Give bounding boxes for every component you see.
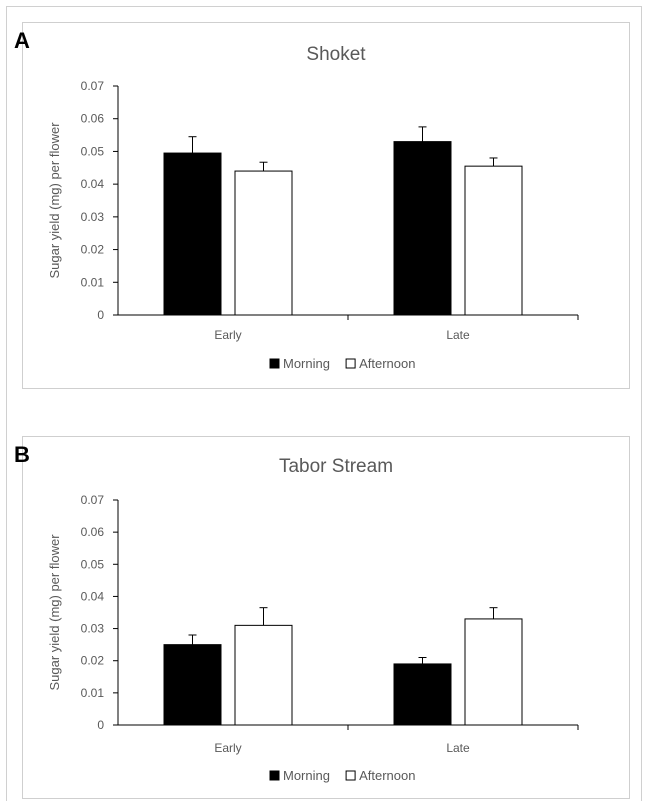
- legend-label-morning: Morning: [283, 356, 330, 371]
- x-tick-label: Early: [214, 741, 241, 755]
- y-tick-label: 0.02: [81, 243, 105, 257]
- y-tick-label: 0.01: [81, 275, 105, 289]
- y-tick-label: 0: [97, 308, 104, 322]
- y-tick-label: 0.05: [81, 557, 105, 571]
- legend-swatch-morning: [269, 358, 280, 369]
- y-tick-label: 0.04: [81, 589, 105, 603]
- figure-frame: [6, 6, 642, 801]
- x-tick-label: Late: [446, 328, 470, 342]
- y-tick-label: 0.03: [81, 622, 105, 636]
- legend-swatch-afternoon: [345, 770, 356, 781]
- y-tick-label: 0.07: [81, 493, 105, 507]
- panel-a-chart: Shoket 0 0.01 0.02 0.03 0.04 0.05 0.06 0.07 Sugar…: [47, 44, 579, 371]
- bar-morning-late: [393, 663, 452, 726]
- x-tick-label: Late: [446, 741, 470, 755]
- bar-afternoon-late: [464, 165, 523, 316]
- bar-morning-early: [163, 152, 222, 316]
- y-tick-label: 0.07: [81, 79, 105, 93]
- y-tick-label: 0.02: [81, 654, 105, 668]
- y-tick-label: 0.03: [81, 210, 105, 224]
- chart-title: Tabor Stream: [279, 456, 393, 477]
- chart-title: Shoket: [306, 44, 366, 65]
- x-tick-label: Early: [214, 328, 241, 342]
- panel-a-letter: A: [14, 28, 30, 53]
- bar-morning-late: [393, 141, 452, 316]
- y-tick-label: 0: [97, 718, 104, 732]
- y-tick-label: 0.01: [81, 686, 105, 700]
- bar-morning-early: [163, 644, 222, 726]
- legend-swatch-afternoon: [345, 358, 356, 369]
- legend-label-afternoon: Afternoon: [359, 768, 415, 783]
- panel-b-chart: Tabor Stream 0 0.01 0.02 0.03 0.04 0.05 0.06 0.0…: [47, 456, 579, 783]
- bar-afternoon-early: [234, 170, 293, 316]
- bar-afternoon-early: [234, 624, 293, 726]
- bar-afternoon-late: [464, 618, 523, 726]
- legend-label-morning: Morning: [283, 768, 330, 783]
- panel-a-box: [22, 22, 630, 389]
- legend-label-afternoon: Afternoon: [359, 356, 415, 371]
- legend-swatch-morning: [269, 770, 280, 781]
- panel-b-letter: B: [14, 442, 30, 467]
- y-tick-label: 0.05: [81, 144, 105, 158]
- y-axis-label: Sugar yield (mg) per flower: [47, 534, 62, 691]
- y-tick-label: 0.06: [81, 525, 105, 539]
- y-tick-label: 0.06: [81, 112, 105, 126]
- y-axis-label: Sugar yield (mg) per flower: [47, 122, 62, 279]
- y-tick-label: 0.04: [81, 177, 105, 191]
- panel-b-box: [22, 436, 630, 799]
